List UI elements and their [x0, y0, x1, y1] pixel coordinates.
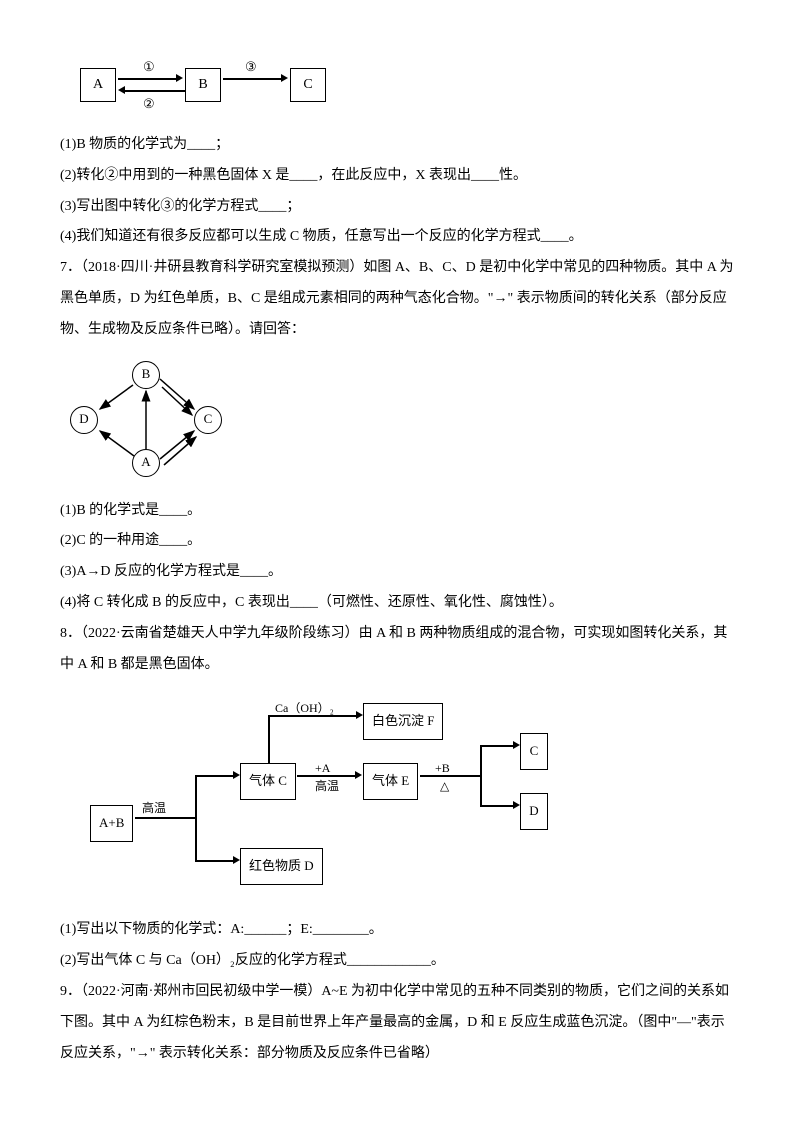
- q-line: (2)转化②中用到的一种黑色固体 X 是____，在此反应中，X 表现出____…: [60, 161, 734, 192]
- q-line: (3)写出图中转化③的化学方程式____；: [60, 192, 734, 223]
- box-a: A: [80, 68, 116, 102]
- box-ab: A+B: [90, 805, 133, 842]
- q-line: (2)C 的一种用途____。: [60, 526, 734, 557]
- box-c: C: [290, 68, 326, 102]
- box-d: D: [520, 793, 548, 830]
- q7-text: 7．（2018·四川·井研县教育科学研究室模拟预测）如图 A、B、C、D 是初中…: [60, 253, 734, 345]
- box-b: B: [185, 68, 221, 102]
- q-line: (1)B 物质的化学式为____；: [60, 130, 734, 161]
- label-2: ②: [143, 90, 155, 119]
- label-3: ③: [245, 53, 257, 82]
- label-ht2: 高温: [315, 773, 339, 799]
- label-caoh: Ca（OH）₂: [275, 695, 334, 721]
- q-line: (4)我们知道还有很多反应都可以生成 C 物质，任意写出一个反应的化学方程式__…: [60, 222, 734, 253]
- box-whitef: 白色沉淀 F: [363, 703, 443, 740]
- q8-text: 8．（2022·云南省楚雄天人中学九年级阶段练习）由 A 和 B 两种物质组成的…: [60, 619, 734, 681]
- q-line: (2)写出气体 C 与 Ca（OH）₂反应的化学方程式____________。: [60, 946, 734, 977]
- label-1: ①: [143, 53, 155, 82]
- box-c: C: [520, 733, 548, 770]
- box-gasc: 气体 C: [240, 763, 296, 800]
- label-tri: △: [440, 773, 449, 799]
- diagram-flow: A+B 高温 气体 C 红色物质 D Ca（OH）₂ 白色沉淀 F +A 高温 …: [90, 695, 650, 895]
- q-line: (1)B 的化学式是____。: [60, 496, 734, 527]
- box-gase: 气体 E: [363, 763, 418, 800]
- diagram-abc: A B C ① ② ③: [80, 60, 340, 110]
- q9-text: 9．（2022·河南·郑州市回民初级中学一模）A~E 为初中化学中常见的五种不同…: [60, 977, 734, 1069]
- diagram-abcd: B D C A: [70, 361, 250, 481]
- q-line: (3)A→D 反应的化学方程式是____。: [60, 557, 734, 588]
- box-redd: 红色物质 D: [240, 848, 323, 885]
- q-line: (1)写出以下物质的化学式：A:______；E:________。: [60, 915, 734, 946]
- q-line: (4)将 C 转化成 B 的反应中，C 表现出____（可燃性、还原性、氧化性、…: [60, 588, 734, 619]
